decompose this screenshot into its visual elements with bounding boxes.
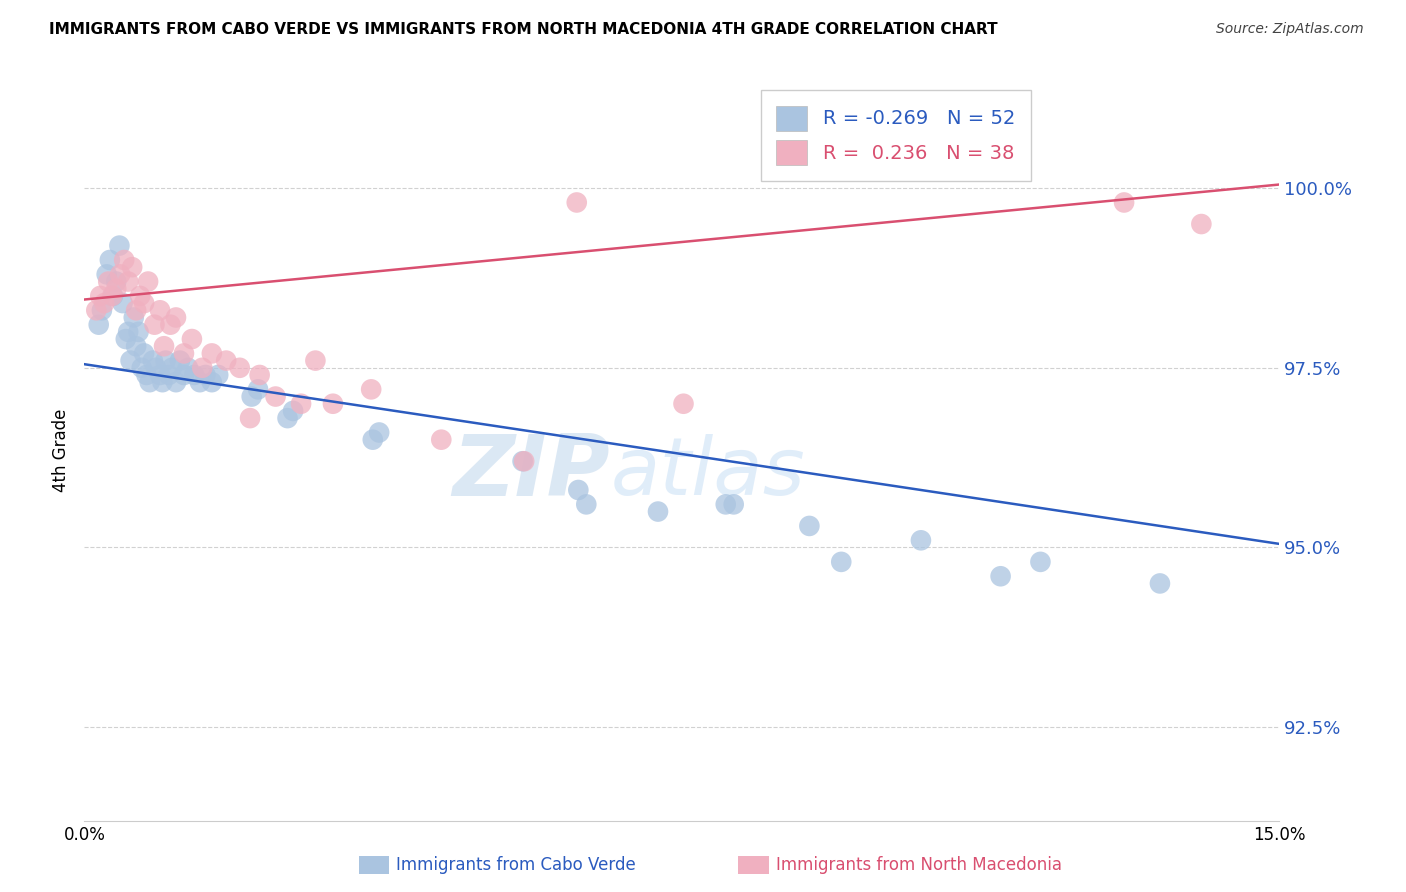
Point: [111, 296, 134, 310]
Point: [229, 360, 252, 375]
Point: [169, 353, 191, 368]
Point: [125, 339, 148, 353]
Point: [121, 260, 143, 275]
Point: [96, 268, 118, 282]
Text: ZIP: ZIP: [453, 431, 610, 514]
Point: [430, 433, 453, 447]
Point: [117, 325, 139, 339]
Point: [207, 368, 229, 382]
Point: [194, 368, 217, 382]
Point: [129, 289, 152, 303]
Point: [247, 383, 270, 397]
Point: [360, 383, 382, 397]
Point: [1189, 217, 1212, 231]
Point: [131, 360, 153, 375]
Y-axis label: 4th Grade: 4th Grade: [52, 409, 70, 492]
Point: [86, 303, 108, 318]
Point: [1029, 555, 1052, 569]
Point: [89, 289, 111, 303]
Point: [830, 555, 852, 569]
Point: [152, 375, 174, 389]
Point: [108, 238, 131, 252]
Point: [105, 282, 128, 296]
Point: [135, 368, 157, 382]
Point: [990, 569, 1012, 583]
Text: atlas: atlas: [610, 434, 806, 512]
Text: Source: ZipAtlas.com: Source: ZipAtlas.com: [1216, 22, 1364, 37]
Point: [799, 519, 821, 533]
Point: [153, 339, 176, 353]
Point: [215, 353, 238, 368]
Point: [177, 360, 200, 375]
Point: [114, 332, 136, 346]
Point: [910, 533, 932, 548]
Point: [264, 390, 287, 404]
Point: [165, 375, 187, 389]
Text: IMMIGRANTS FROM CABO VERDE VS IMMIGRANTS FROM NORTH MACEDONIA 4TH GRADE CORRELAT: IMMIGRANTS FROM CABO VERDE VS IMMIGRANTS…: [49, 22, 998, 37]
Point: [188, 375, 211, 389]
Point: [249, 368, 271, 382]
Point: [97, 275, 120, 289]
Text: Immigrants from North Macedonia: Immigrants from North Macedonia: [776, 856, 1062, 874]
Point: [1114, 195, 1136, 210]
Point: [281, 404, 304, 418]
Point: [714, 497, 737, 511]
Legend: R = -0.269   N = 52, R =  0.236   N = 38: R = -0.269 N = 52, R = 0.236 N = 38: [761, 90, 1031, 181]
Point: [361, 433, 384, 447]
Point: [290, 397, 312, 411]
Point: [138, 375, 160, 389]
Point: [157, 368, 180, 382]
Point: [90, 303, 112, 318]
Point: [132, 346, 156, 360]
Point: [567, 483, 589, 497]
Point: [513, 454, 536, 468]
Point: [120, 353, 142, 368]
Point: [101, 289, 124, 303]
Point: [322, 397, 344, 411]
Point: [647, 504, 669, 518]
Point: [575, 497, 598, 511]
Point: [132, 296, 156, 310]
Point: [672, 397, 695, 411]
Point: [110, 268, 132, 282]
Point: [101, 289, 124, 303]
Point: [155, 353, 177, 368]
Point: [191, 360, 214, 375]
Point: [105, 275, 128, 289]
Point: [181, 332, 204, 346]
Point: [160, 360, 183, 375]
Point: [723, 497, 745, 511]
Point: [112, 252, 135, 267]
Point: [165, 310, 187, 325]
Point: [173, 368, 195, 382]
Point: [159, 318, 181, 332]
Point: [143, 318, 166, 332]
Point: [98, 252, 121, 267]
Point: [368, 425, 391, 440]
Point: [125, 303, 148, 318]
Point: [201, 375, 224, 389]
Text: Immigrants from Cabo Verde: Immigrants from Cabo Verde: [396, 856, 637, 874]
Point: [142, 353, 165, 368]
Point: [183, 368, 205, 382]
Point: [512, 454, 534, 468]
Point: [122, 310, 145, 325]
Point: [87, 318, 110, 332]
Point: [93, 296, 115, 310]
Point: [239, 411, 262, 425]
Point: [1149, 576, 1171, 591]
Point: [128, 325, 150, 339]
Point: [201, 346, 224, 360]
Point: [149, 368, 172, 382]
Point: [145, 360, 167, 375]
Point: [117, 275, 139, 289]
Point: [565, 195, 588, 210]
Point: [173, 346, 195, 360]
Point: [149, 303, 172, 318]
Point: [304, 353, 326, 368]
Point: [136, 275, 159, 289]
Point: [277, 411, 299, 425]
Point: [240, 390, 263, 404]
